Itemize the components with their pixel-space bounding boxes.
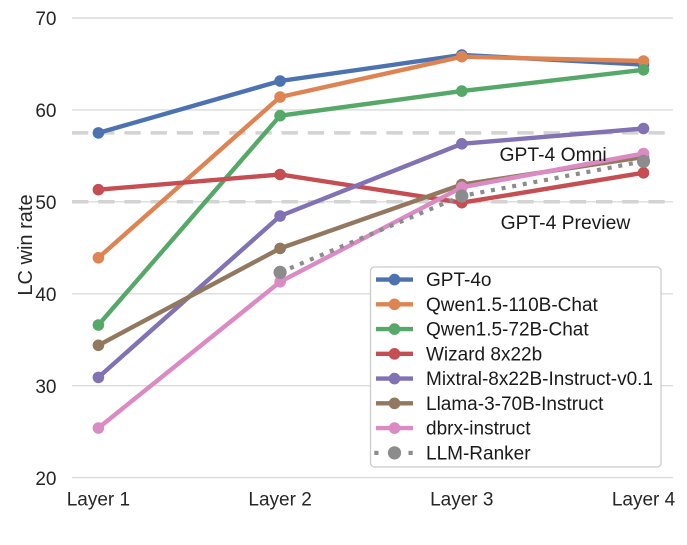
svg-text:GPT-4 Omni: GPT-4 Omni bbox=[500, 145, 607, 166]
svg-text:60: 60 bbox=[35, 101, 56, 122]
svg-text:Mixtral-8x22B-Instruct-v0.1: Mixtral-8x22B-Instruct-v0.1 bbox=[426, 369, 653, 390]
svg-text:dbrx-instruct: dbrx-instruct bbox=[426, 419, 531, 440]
svg-text:LC win rate: LC win rate bbox=[15, 194, 37, 295]
svg-text:Layer 4: Layer 4 bbox=[612, 490, 676, 511]
svg-text:Qwen1.5-110B-Chat: Qwen1.5-110B-Chat bbox=[426, 295, 599, 316]
svg-text:Layer 3: Layer 3 bbox=[430, 490, 493, 511]
svg-text:30: 30 bbox=[35, 377, 56, 398]
svg-text:GPT-4 Preview: GPT-4 Preview bbox=[501, 213, 631, 234]
svg-text:50: 50 bbox=[35, 193, 56, 214]
svg-text:Layer 1: Layer 1 bbox=[67, 490, 130, 511]
svg-text:Layer 2: Layer 2 bbox=[248, 490, 311, 511]
svg-text:Wizard 8x22b: Wizard 8x22b bbox=[426, 344, 542, 365]
svg-text:GPT-4o: GPT-4o bbox=[426, 270, 491, 291]
svg-text:LLM-Ranker: LLM-Ranker bbox=[426, 443, 531, 464]
svg-text:70: 70 bbox=[35, 9, 56, 30]
svg-text:40: 40 bbox=[35, 285, 56, 306]
svg-text:Qwen1.5-72B-Chat: Qwen1.5-72B-Chat bbox=[426, 320, 589, 341]
svg-text:Llama-3-70B-Instruct: Llama-3-70B-Instruct bbox=[426, 394, 604, 415]
svg-text:20: 20 bbox=[35, 469, 56, 490]
